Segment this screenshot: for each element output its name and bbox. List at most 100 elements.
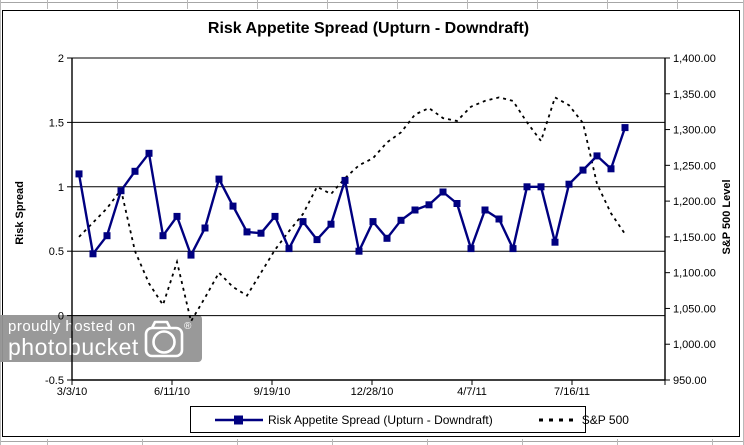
chart-title: Risk Appetite Spread (Upturn - Downdraft… xyxy=(207,20,530,37)
legend-sample-dashed-line-icon xyxy=(538,418,577,421)
risk-series-marker xyxy=(159,232,167,240)
risk-series-marker xyxy=(103,232,111,240)
risk-series-marker xyxy=(173,212,181,220)
x-tick-label: 12/28/10 xyxy=(351,386,394,398)
risk-series-marker xyxy=(145,149,153,157)
spreadsheet-column-line xyxy=(117,0,118,9)
y-right-tick-label: 1,350.00 xyxy=(673,89,716,101)
spreadsheet-column-line xyxy=(187,0,188,9)
spreadsheet-column-line xyxy=(237,439,238,445)
risk-series-marker xyxy=(369,218,377,226)
y-right-tick-label: 950.00 xyxy=(673,375,707,387)
risk-series-marker xyxy=(607,165,615,173)
risk-series-marker xyxy=(551,238,559,246)
legend-item-risk-spread: Risk Appetite Spread (Upturn - Downdraft… xyxy=(215,413,493,427)
risk-series-marker xyxy=(131,167,139,175)
risk-series-marker xyxy=(397,216,405,224)
risk-series-marker xyxy=(579,166,587,174)
legend-label-sp500: S&P 500 xyxy=(581,412,629,427)
risk-series-marker xyxy=(327,220,335,228)
risk-series-marker xyxy=(285,245,293,253)
legend-label-risk-spread: Risk Appetite Spread (Upturn - Downdraft… xyxy=(268,412,493,427)
spreadsheet-edge-left xyxy=(0,0,1,445)
y-left-tick-label: 0.5 xyxy=(49,246,64,258)
risk-series-marker xyxy=(117,187,125,195)
risk-series-marker xyxy=(565,180,573,188)
risk-series-line xyxy=(77,127,627,257)
y-right-tick-label: 1,150.00 xyxy=(673,232,716,244)
watermark-line2: photobucket xyxy=(8,333,139,360)
risk-series-marker xyxy=(467,245,475,253)
risk-series-marker xyxy=(341,176,349,184)
risk-series-marker xyxy=(187,251,195,259)
risk-series-marker xyxy=(537,183,545,191)
risk-series-marker xyxy=(243,228,251,236)
risk-series-marker xyxy=(453,200,461,207)
spreadsheet-column-line xyxy=(142,439,143,445)
sp500-series-line xyxy=(78,96,626,324)
x-tick-label: 3/3/10 xyxy=(57,386,88,398)
spreadsheet-column-line xyxy=(47,439,48,445)
photobucket-watermark: proudly hosted on photobucket ® xyxy=(0,315,202,362)
y-right-tick-label: 1,100.00 xyxy=(673,268,716,280)
y-right-tick-label: 1,200.00 xyxy=(673,196,716,208)
spreadsheet-column-line xyxy=(397,0,398,9)
risk-series-marker xyxy=(383,234,391,242)
spreadsheet-column-line xyxy=(617,439,618,445)
y-left-tick-label: 1 xyxy=(58,182,64,194)
spreadsheet-column-line xyxy=(257,0,258,9)
risk-series-marker xyxy=(229,202,237,210)
spreadsheet-column-line xyxy=(607,0,608,9)
spreadsheet-column-line xyxy=(332,439,333,445)
spreadsheet-column-line xyxy=(537,0,538,9)
risk-series-marker xyxy=(509,245,517,253)
risk-series-marker xyxy=(201,224,209,232)
risk-series-marker xyxy=(621,124,629,132)
risk-series-marker xyxy=(75,170,83,178)
risk-series-marker xyxy=(523,183,531,191)
risk-series-marker xyxy=(481,206,489,214)
risk-series-marker xyxy=(313,236,321,244)
risk-series-marker xyxy=(257,229,265,237)
y-right-tick-label: 1,300.00 xyxy=(673,125,716,137)
legend: Risk Appetite Spread (Upturn - Downdraft… xyxy=(190,406,629,433)
risk-series-marker xyxy=(299,218,307,226)
risk-series-marker xyxy=(425,201,433,209)
spreadsheet-column-line xyxy=(677,0,678,9)
camera-icon: ® xyxy=(144,320,192,357)
y-right-tick-label: 1,400.00 xyxy=(673,53,716,65)
x-tick-label: 7/16/11 xyxy=(554,386,590,398)
legend-item-sp500: S&P 500 xyxy=(538,412,629,427)
risk-series-marker xyxy=(495,215,503,223)
risk-series-marker xyxy=(593,152,601,160)
y-left-tick-label: 1.5 xyxy=(49,117,64,129)
spreadsheet-column-line xyxy=(327,0,328,9)
y-axis-title-left: Risk Spread xyxy=(14,181,26,245)
spreadsheet-column-line xyxy=(522,439,523,445)
x-tick-label: 6/11/10 xyxy=(154,386,190,398)
spreadsheet-column-line xyxy=(712,439,713,445)
risk-series-marker xyxy=(271,212,279,220)
registered-mark: ® xyxy=(184,321,192,332)
legend-sample-solid-line-icon xyxy=(215,415,263,424)
y-left-tick-label: 2 xyxy=(58,53,64,65)
y-left-tick-label: -0.5 xyxy=(45,375,64,387)
spreadsheet-gridline-bottom xyxy=(0,441,744,442)
x-tick-label: 9/19/10 xyxy=(254,386,291,398)
risk-series-marker xyxy=(355,247,363,255)
risk-series-marker xyxy=(439,188,447,196)
risk-series-marker xyxy=(215,175,223,183)
spreadsheet-column-line xyxy=(47,0,48,9)
y-left-tick-label: 0 xyxy=(58,311,64,323)
y-right-tick-label: 1,050.00 xyxy=(673,303,716,315)
risk-series-marker xyxy=(89,250,97,258)
risk-series-marker xyxy=(411,206,419,214)
spreadsheet-column-line xyxy=(427,439,428,445)
y-right-tick-label: 1,000.00 xyxy=(673,339,716,351)
y-axis-title-right: S&P 500 Level xyxy=(721,179,733,255)
spreadsheet-column-line xyxy=(467,0,468,9)
y-right-tick-label: 1,250.00 xyxy=(673,160,716,172)
spreadsheet-gridline-top xyxy=(0,2,744,3)
